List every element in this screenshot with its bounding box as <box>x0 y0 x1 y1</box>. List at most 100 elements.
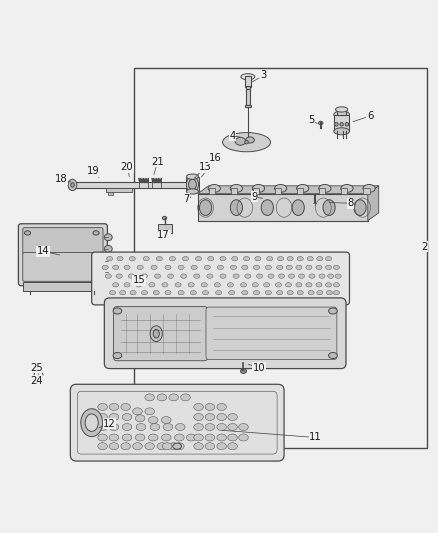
Ellipse shape <box>124 282 130 287</box>
Text: 18: 18 <box>55 174 68 184</box>
Ellipse shape <box>165 290 171 295</box>
Ellipse shape <box>222 133 270 152</box>
Ellipse shape <box>332 265 339 270</box>
Ellipse shape <box>178 265 184 270</box>
Text: 8: 8 <box>346 198 353 208</box>
Ellipse shape <box>104 257 112 264</box>
Ellipse shape <box>332 290 339 295</box>
Ellipse shape <box>151 265 157 270</box>
Ellipse shape <box>339 123 343 126</box>
Ellipse shape <box>130 290 136 295</box>
Text: 5: 5 <box>307 115 314 125</box>
Ellipse shape <box>230 184 242 192</box>
Ellipse shape <box>227 434 237 441</box>
Ellipse shape <box>175 424 184 431</box>
Ellipse shape <box>202 290 208 295</box>
Ellipse shape <box>216 434 226 441</box>
Ellipse shape <box>190 290 196 295</box>
Ellipse shape <box>180 394 190 401</box>
Ellipse shape <box>98 434 107 441</box>
Ellipse shape <box>25 231 31 235</box>
Ellipse shape <box>228 290 234 295</box>
Text: 7: 7 <box>183 194 190 204</box>
Bar <box>336 109 345 115</box>
Bar <box>333 115 349 131</box>
Ellipse shape <box>316 256 322 261</box>
Text: 13: 13 <box>199 162 212 172</box>
Ellipse shape <box>353 200 365 215</box>
Ellipse shape <box>318 121 322 125</box>
Text: 20: 20 <box>120 162 133 172</box>
Ellipse shape <box>68 179 77 191</box>
Ellipse shape <box>244 274 251 278</box>
Text: 12: 12 <box>103 418 116 429</box>
Ellipse shape <box>254 256 260 261</box>
Bar <box>244 104 251 107</box>
Ellipse shape <box>153 329 159 338</box>
Ellipse shape <box>141 274 147 278</box>
Ellipse shape <box>186 176 198 192</box>
Ellipse shape <box>186 189 198 194</box>
Ellipse shape <box>276 290 282 295</box>
Ellipse shape <box>157 394 166 401</box>
Ellipse shape <box>106 256 113 261</box>
Ellipse shape <box>305 282 311 287</box>
Ellipse shape <box>162 443 172 450</box>
FancyBboxPatch shape <box>23 228 103 255</box>
Bar <box>252 188 258 193</box>
Ellipse shape <box>153 290 159 295</box>
Ellipse shape <box>180 274 186 278</box>
Ellipse shape <box>122 414 131 421</box>
Ellipse shape <box>148 434 158 441</box>
Ellipse shape <box>267 274 273 278</box>
Ellipse shape <box>216 443 226 450</box>
Bar <box>159 232 164 235</box>
Bar <box>208 188 214 193</box>
Ellipse shape <box>154 274 160 278</box>
Bar <box>230 188 236 193</box>
Ellipse shape <box>208 184 220 192</box>
Ellipse shape <box>150 424 159 431</box>
Ellipse shape <box>98 424 107 431</box>
Ellipse shape <box>325 265 331 270</box>
Ellipse shape <box>135 415 145 422</box>
Ellipse shape <box>278 274 284 278</box>
Ellipse shape <box>132 443 142 450</box>
Ellipse shape <box>120 443 130 450</box>
Ellipse shape <box>113 265 118 270</box>
Ellipse shape <box>295 265 301 270</box>
Text: 3: 3 <box>259 70 265 80</box>
Bar <box>157 224 171 233</box>
Ellipse shape <box>263 282 269 287</box>
Ellipse shape <box>230 265 236 270</box>
Ellipse shape <box>113 352 121 359</box>
Bar <box>318 188 325 193</box>
FancyBboxPatch shape <box>92 252 349 305</box>
Ellipse shape <box>334 123 337 126</box>
Ellipse shape <box>327 274 333 278</box>
Ellipse shape <box>175 282 181 287</box>
Ellipse shape <box>193 403 203 410</box>
Ellipse shape <box>117 256 123 261</box>
Ellipse shape <box>231 256 237 261</box>
Ellipse shape <box>104 234 112 241</box>
Text: 15: 15 <box>132 276 145 286</box>
Bar <box>23 282 102 291</box>
Ellipse shape <box>325 290 332 295</box>
Ellipse shape <box>215 290 221 295</box>
Ellipse shape <box>274 184 286 192</box>
Ellipse shape <box>334 274 340 278</box>
Ellipse shape <box>109 424 118 431</box>
Text: 21: 21 <box>151 157 163 167</box>
FancyBboxPatch shape <box>113 306 207 361</box>
Ellipse shape <box>113 282 118 287</box>
Ellipse shape <box>85 414 98 431</box>
Ellipse shape <box>266 256 272 261</box>
Ellipse shape <box>328 352 336 359</box>
Ellipse shape <box>186 174 198 179</box>
Ellipse shape <box>122 434 131 441</box>
Ellipse shape <box>81 409 102 437</box>
Ellipse shape <box>253 290 259 295</box>
Ellipse shape <box>162 216 166 220</box>
Ellipse shape <box>132 408 142 415</box>
